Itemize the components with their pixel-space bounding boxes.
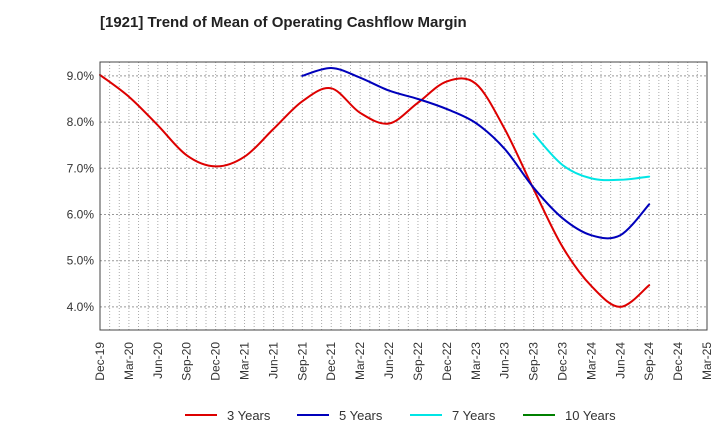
legend-item-7-years[interactable]: 7 Years (410, 406, 495, 424)
chart-title: [1921] Trend of Mean of Operating Cashfl… (100, 14, 467, 31)
x-tick-label: Mar-20 (122, 342, 136, 380)
y-tick-label: 7.0% (67, 161, 95, 175)
x-tick-label: Sep-21 (295, 342, 309, 381)
grid (99, 62, 708, 330)
x-tick-label: Sep-20 (180, 342, 194, 381)
legend-item-3-years[interactable]: 3 Years (185, 406, 270, 424)
x-tick-label: Dec-21 (324, 342, 338, 381)
x-tick-label: Dec-22 (440, 342, 454, 381)
legend-label: 3 Years (227, 407, 271, 423)
series-line-7-years (532, 132, 651, 182)
y-tick-label: 9.0% (67, 69, 95, 83)
y-tick-label: 8.0% (67, 115, 95, 129)
legend-label: 5 Years (339, 407, 383, 423)
x-tick-label: Mar-22 (353, 342, 367, 380)
x-tick-label: Jun-22 (382, 342, 396, 379)
series-group (99, 66, 651, 308)
x-tick-label: Mar-23 (469, 342, 483, 380)
plot-frame (99, 61, 708, 331)
x-tick-label: Jun-24 (613, 342, 627, 379)
y-tick-label: 6.0% (67, 207, 95, 221)
x-tick-label: Mar-24 (584, 342, 598, 380)
y-tick-label: 5.0% (67, 254, 95, 268)
x-axis: Dec-19 Mar-20 Jun-20 Sep-20 Dec-20 Mar-21 Jun-… (93, 342, 714, 381)
x-tick-label: Dec-19 (93, 342, 107, 381)
legend-swatch (410, 414, 442, 416)
x-tick-label: Dec-24 (671, 342, 685, 381)
legend: 3 Years 5 Years 7 Years 10 Years (0, 406, 720, 424)
x-tick-label: Sep-22 (411, 342, 425, 381)
legend-label: 7 Years (452, 407, 496, 423)
x-tick-label: Jun-21 (266, 342, 280, 379)
legend-swatch (297, 414, 329, 416)
series-line-5-years (301, 66, 651, 240)
legend-item-5-years[interactable]: 5 Years (297, 406, 382, 424)
x-tick-label: Sep-23 (527, 342, 541, 381)
x-tick-label: Dec-20 (209, 342, 223, 381)
y-tick-label: 4.0% (67, 300, 95, 314)
legend-label: 10 Years (565, 407, 616, 423)
x-tick-label: Dec-23 (555, 342, 569, 381)
y-axis: 4.0% 5.0% 6.0% 7.0% 8.0% 9.0% (67, 69, 95, 314)
series-line-3-years (99, 73, 651, 308)
x-tick-label: Sep-24 (642, 342, 656, 381)
x-tick-label: Mar-21 (238, 342, 252, 380)
legend-swatch (185, 414, 217, 416)
legend-swatch (523, 414, 555, 416)
x-tick-label: Jun-23 (498, 342, 512, 379)
x-tick-label: Mar-25 (700, 342, 714, 380)
x-tick-label: Jun-20 (151, 342, 165, 379)
legend-item-10-years[interactable]: 10 Years (523, 406, 616, 424)
